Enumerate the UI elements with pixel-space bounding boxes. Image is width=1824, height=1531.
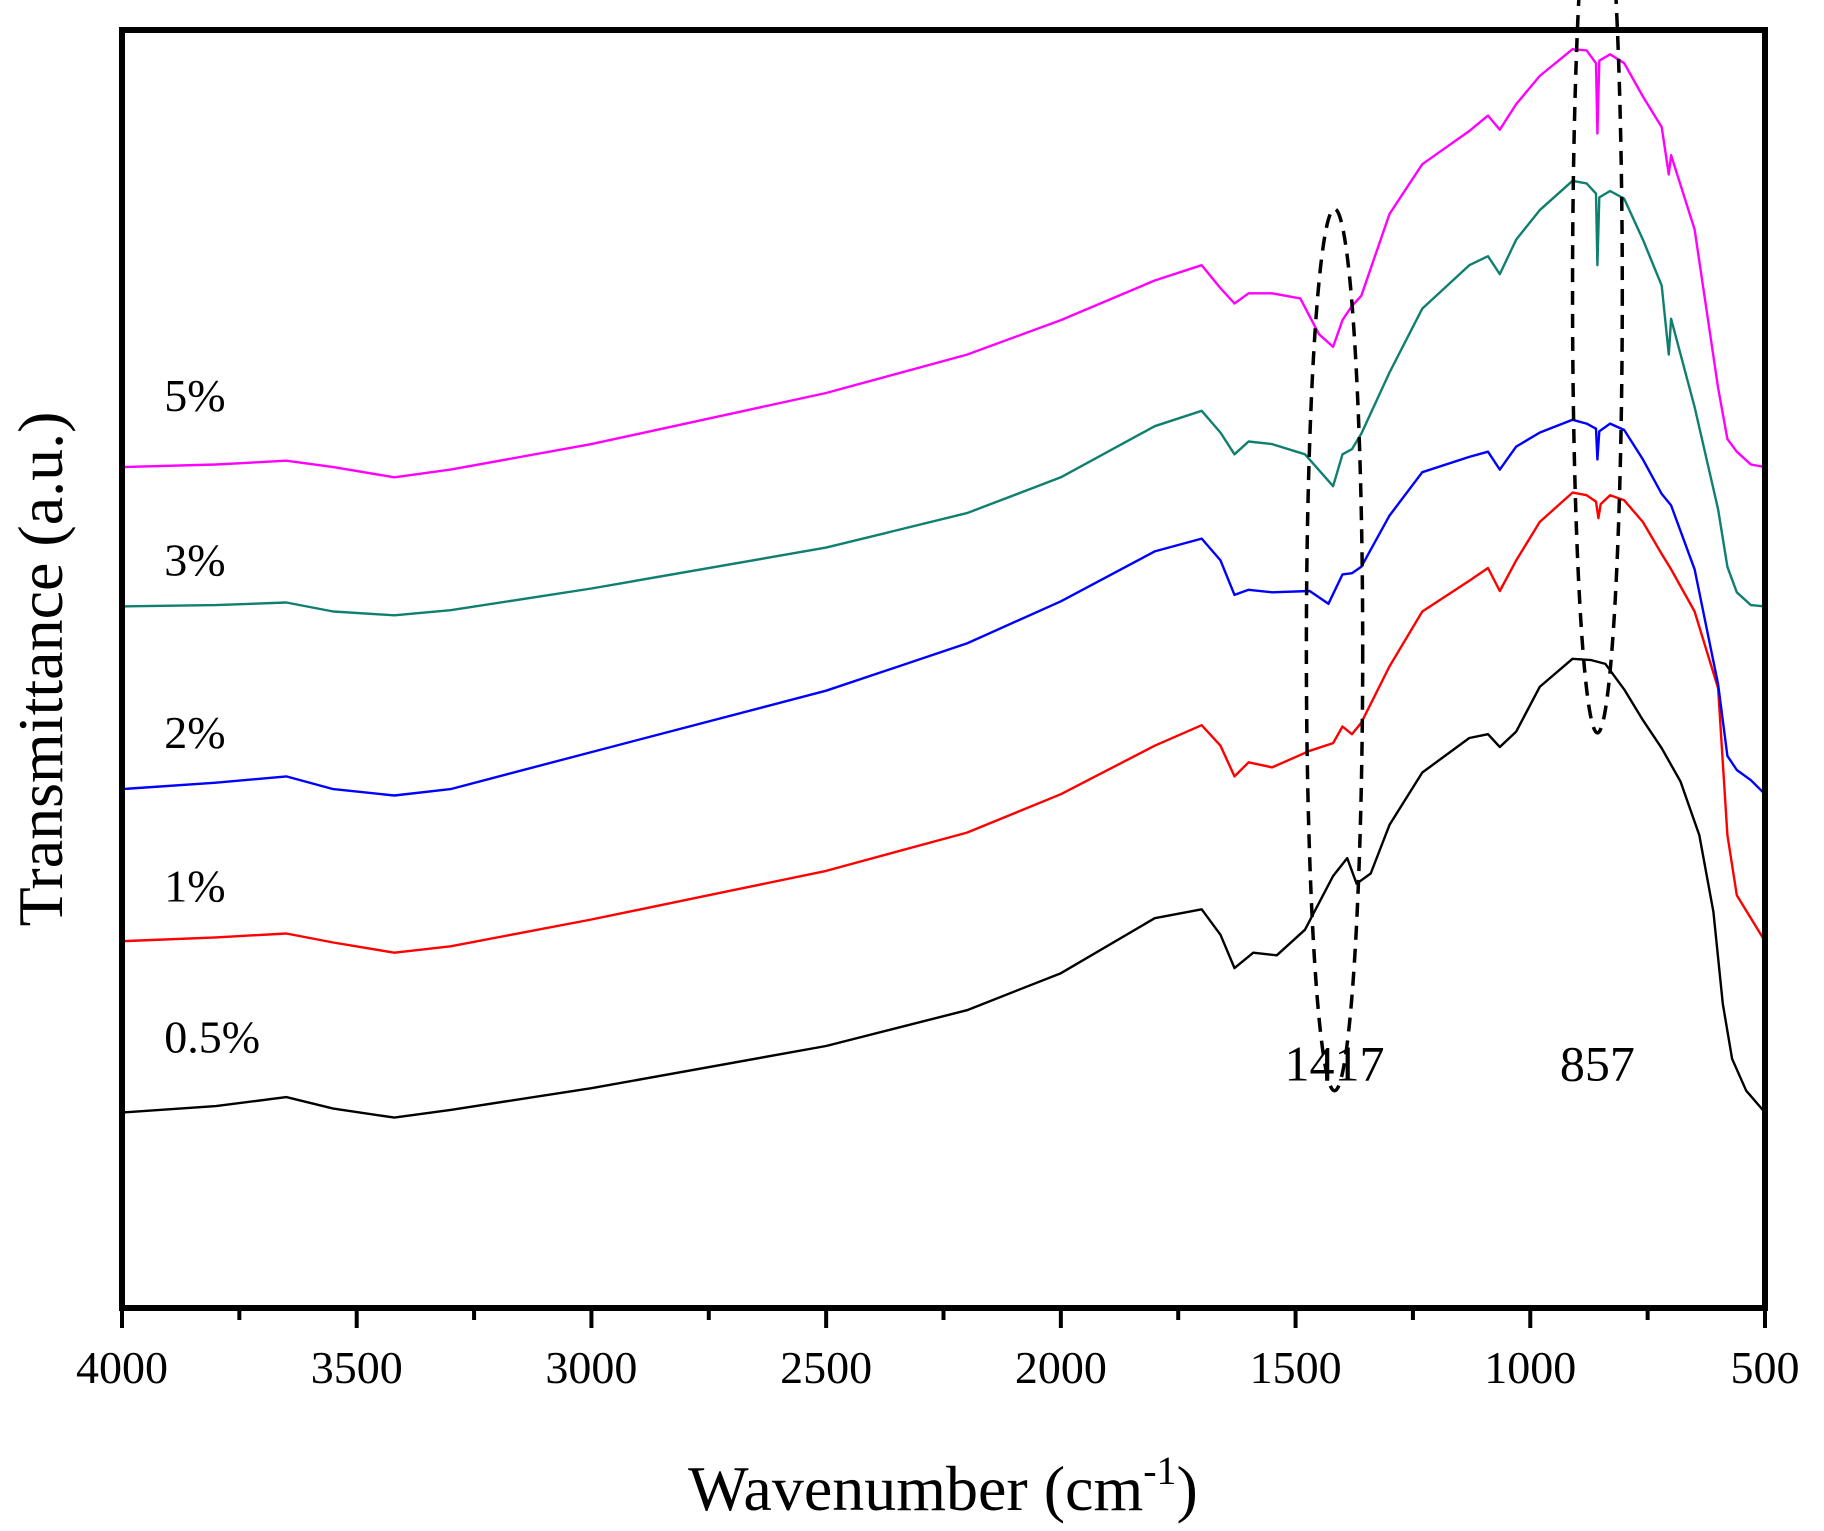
x-axis-title: Wavenumber (cm-1) (688, 1448, 1198, 1524)
series-label-2: 2% (164, 707, 225, 758)
x-tick-label-4000: 4000 (76, 1342, 168, 1393)
y-axis-title: Transmittance (a.u.) (5, 412, 76, 927)
series-line-0 (121, 657, 1766, 1119)
peak-ellipse-0 (1304, 207, 1365, 1093)
x-axis-title-sup: -1 (1143, 1448, 1176, 1493)
series-labels: 5% 3% 2% 1% 0.5% (164, 370, 260, 1063)
peak-label-0: 1417 (1285, 1036, 1385, 1092)
x-axis-title-close: ) (1177, 1453, 1198, 1524)
x-tick-label-1500: 1500 (1250, 1342, 1342, 1393)
series-line-1 (121, 491, 1767, 954)
series-line-3 (121, 179, 1766, 617)
series-label-4: 0.5% (164, 1011, 260, 1062)
x-axis-title-main: Wavenumber (cm (688, 1453, 1143, 1524)
peak-ellipses (1304, 0, 1625, 1093)
x-tick-label-3500: 3500 (311, 1342, 403, 1393)
x-tick-label-500: 500 (1731, 1342, 1800, 1393)
peak-label-1: 857 (1560, 1036, 1635, 1092)
series-line-4 (121, 48, 1766, 479)
series-line-2 (121, 418, 1766, 797)
x-axis-ticks (120, 1308, 1767, 1328)
x-tick-label-3000: 3000 (545, 1342, 637, 1393)
x-tick-label-1000: 1000 (1484, 1342, 1576, 1393)
series-label-1: 3% (164, 535, 225, 586)
x-tick-label-2500: 2500 (780, 1342, 872, 1393)
series-label-0: 5% (164, 370, 225, 421)
plot-frame (119, 27, 1768, 1311)
x-tick-label-2000: 2000 (1015, 1342, 1107, 1393)
x-axis-tick-labels: 4000 3500 3000 2500 2000 1500 1000 500 (76, 1342, 1800, 1393)
peak-labels: 1417 857 (1285, 1036, 1635, 1092)
series-curves (121, 48, 1767, 1119)
peak-ellipse-1 (1570, 0, 1625, 735)
series-label-3: 1% (164, 861, 225, 912)
